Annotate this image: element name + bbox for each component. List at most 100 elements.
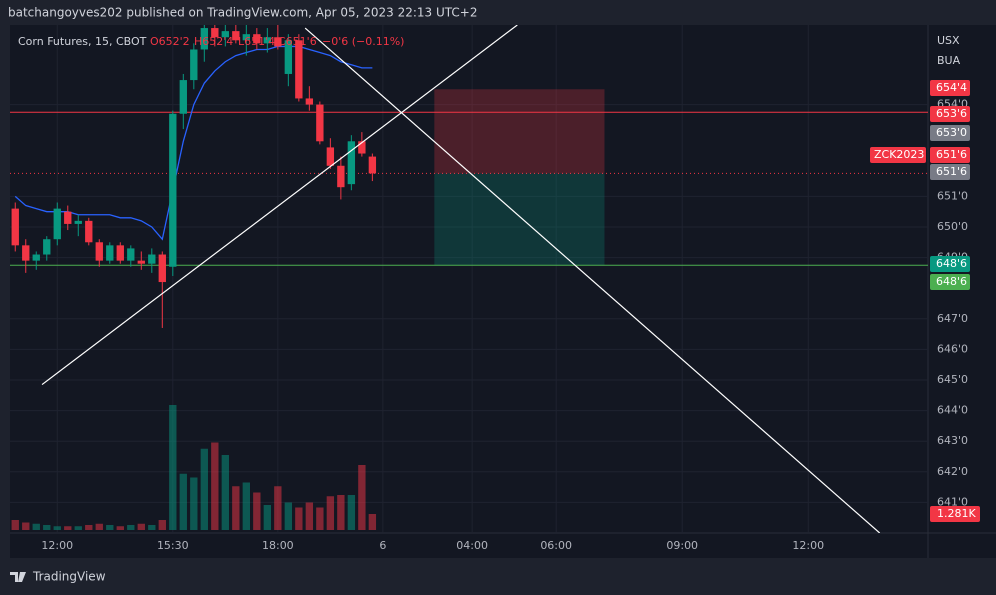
x-tick-label: 6: [379, 539, 386, 552]
y-tick-label: 642'0: [937, 465, 968, 478]
y-tick-label: 643'0: [937, 434, 968, 447]
symbol-tag-label: ZCK2023: [874, 148, 924, 161]
volume-bar: [337, 495, 345, 530]
candle-body: [211, 28, 219, 38]
candle-body: [106, 245, 114, 261]
volume-bar: [11, 520, 19, 530]
volume-tag: [930, 506, 980, 522]
candle-body: [85, 220, 93, 243]
volume-bar: [305, 502, 314, 530]
volume-bar: [158, 520, 166, 530]
volume-bar: [347, 495, 356, 530]
candle-body: [347, 141, 356, 185]
volume-bar: [106, 525, 114, 530]
price-tag: [930, 164, 970, 180]
volume-bar: [200, 448, 208, 530]
x-tick-label: 06:00: [540, 539, 572, 552]
ema-line: [14, 45, 373, 241]
tv-logo: [10, 572, 26, 582]
price-tag-label: 651'6: [936, 148, 967, 161]
volume-bar: [148, 525, 156, 530]
candle-body: [116, 245, 124, 261]
candle-body: [11, 208, 19, 246]
legend-low: L651'4: [238, 35, 275, 48]
price-tag-label: 648'6: [936, 275, 967, 288]
price-tag: [930, 106, 970, 122]
candle-body: [179, 80, 187, 114]
volume-bar: [368, 513, 377, 530]
candle-body: [232, 31, 240, 41]
candle-body: [148, 254, 156, 264]
volume-bar: [263, 505, 272, 530]
x-tick-label: 04:00: [456, 539, 488, 552]
candle-body: [32, 254, 40, 261]
volume-bar: [232, 486, 240, 530]
candle-body: [74, 220, 82, 224]
volume-bar: [190, 477, 198, 530]
candle-body: [274, 37, 282, 47]
candle-body: [316, 104, 324, 142]
price-tag: [930, 256, 970, 272]
legend-high: H652'4: [194, 35, 233, 48]
price-tag: [930, 274, 970, 290]
candle-body: [127, 248, 135, 261]
y-tick-label: 645'0: [937, 373, 968, 386]
candle-body: [326, 147, 335, 166]
candle-body: [368, 156, 377, 174]
x-tick-label: 12:00: [41, 539, 73, 552]
currency: USX: [937, 34, 960, 47]
volume-bar: [274, 486, 282, 530]
volume-bar: [137, 523, 145, 530]
candle-body: [190, 49, 198, 81]
price-tag-label: 654'4: [936, 81, 967, 94]
price-tag: [930, 147, 970, 163]
y-tick-label: 641'0: [937, 495, 968, 508]
volume-bar: [74, 526, 82, 530]
y-tick-label: 646'0: [937, 342, 968, 355]
candle-body: [158, 254, 166, 283]
volume-bar: [32, 523, 40, 530]
price-tag-label: 653'0: [936, 126, 967, 139]
x-tick-label: 12:00: [792, 539, 824, 552]
y-tick-label: 651'0: [937, 189, 968, 202]
target-zone: [434, 173, 605, 266]
volume-bar: [43, 525, 51, 530]
stop-zone: [434, 89, 605, 174]
volume-bar: [221, 455, 229, 530]
volume-bar: [253, 492, 261, 530]
candle-body: [242, 34, 251, 41]
trendline: [304, 27, 881, 533]
volume-bar: [85, 525, 93, 530]
candle-body: [358, 141, 366, 154]
candle-body: [305, 98, 314, 105]
candle-body: [95, 242, 103, 261]
volume-bar: [116, 526, 124, 530]
volume-bar: [316, 507, 324, 530]
volume-bar: [295, 507, 303, 530]
legend-symbol: Corn Futures, 15, CBOT: [18, 35, 147, 48]
volume-bar: [95, 523, 103, 530]
candle-body: [53, 208, 61, 240]
volume-tag-label: 1.281K: [937, 507, 976, 520]
x-tick-label: 15:30: [157, 539, 189, 552]
volume-bar: [211, 442, 219, 530]
y-tick-label: 647'0: [937, 312, 968, 325]
candle-body: [64, 211, 72, 224]
volume-bar: [284, 502, 293, 530]
candle-body: [284, 40, 293, 74]
symbol-tag: [870, 147, 926, 163]
volume-bar: [127, 525, 135, 530]
volume-bar: [169, 405, 177, 530]
volume-bar: [64, 526, 72, 530]
volume-bar: [326, 496, 335, 530]
candle-body: [263, 37, 272, 44]
candle-body: [169, 113, 177, 267]
candle-body: [253, 34, 261, 44]
price-tag-label: 648'6: [936, 257, 967, 270]
indicator: BUA: [937, 54, 961, 67]
legend-change: −0'6 (−0.11%): [322, 35, 404, 48]
trendline: [41, 25, 518, 386]
price-tag: [930, 125, 970, 141]
y-tick-label: 644'0: [937, 404, 968, 417]
